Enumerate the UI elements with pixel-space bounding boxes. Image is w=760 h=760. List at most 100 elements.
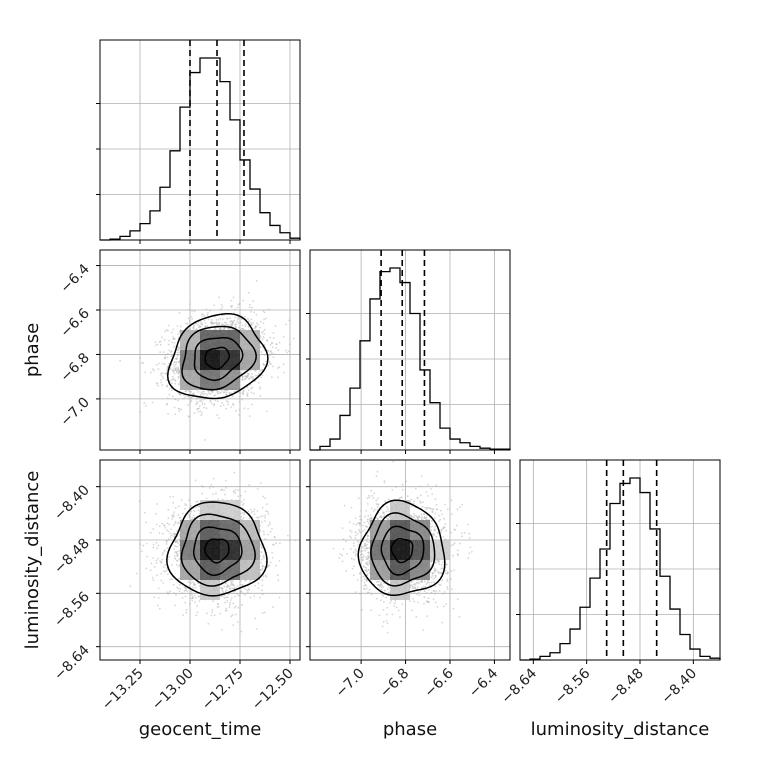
scatter-point (119, 359, 121, 362)
scatter-point (190, 510, 193, 513)
scatter-point (243, 511, 246, 514)
scatter-point (263, 311, 266, 314)
scatter-point (191, 594, 194, 597)
scatter-point (152, 369, 155, 372)
scatter-point (187, 415, 190, 418)
scatter-point (241, 584, 244, 586)
scatter-point (224, 486, 227, 489)
scatter-point (210, 483, 213, 486)
scatter-point (236, 306, 239, 309)
scatter-point (268, 521, 271, 524)
scatter-point (155, 364, 158, 366)
scatter-point (289, 539, 292, 542)
scatter-point (191, 309, 194, 312)
scatter-point (256, 488, 259, 490)
scatter-point (261, 589, 263, 592)
scatter-point (196, 611, 199, 614)
scatter-point (241, 503, 244, 506)
scatter-point (278, 542, 281, 545)
scatter-point (285, 349, 287, 352)
scatter-point (164, 372, 167, 375)
scatter-point (211, 318, 213, 321)
scatter-point (269, 561, 272, 564)
scatter-point (173, 548, 176, 550)
scatter-point (171, 515, 174, 518)
histogram-line (520, 477, 721, 661)
scatter-point (144, 371, 147, 374)
panel-frame (99, 39, 301, 241)
scatter-point (172, 584, 175, 586)
scatter-point (177, 514, 180, 517)
scatter-point (267, 524, 270, 527)
scatter-point (263, 333, 266, 335)
scatter-point (157, 384, 160, 387)
scatter-point (152, 557, 155, 560)
scatter-point (145, 542, 148, 545)
histogram-line (310, 267, 511, 451)
scatter-point (153, 566, 156, 568)
scatter-point (226, 599, 229, 602)
scatter-point (264, 520, 267, 522)
scatter-point (167, 555, 170, 558)
scatter-point (222, 328, 225, 331)
scatter-point (239, 494, 242, 497)
contour-line (204, 346, 231, 370)
scatter-point (174, 557, 177, 560)
scatter-point (230, 406, 233, 409)
scatter-point (232, 624, 235, 627)
scatter-point (227, 584, 230, 587)
scatter-point (172, 371, 175, 373)
scatter-point (187, 328, 189, 331)
scatter-point (170, 528, 172, 531)
scatter-point (260, 331, 263, 334)
scatter-point (234, 595, 236, 598)
scatter-point (262, 310, 265, 312)
scatter-point (163, 524, 166, 527)
scatter-point (236, 585, 238, 587)
scatter-point (248, 377, 251, 380)
scatter-point (157, 596, 160, 599)
scatter-point (195, 506, 198, 509)
scatter-point (249, 369, 252, 372)
scatter-point (188, 516, 191, 519)
density-cell (220, 370, 240, 390)
scatter-point (208, 487, 211, 489)
scatter-point (277, 349, 280, 351)
scatter-point (154, 341, 157, 344)
scatter-point (197, 582, 200, 585)
scatter-point (201, 411, 203, 414)
scatter-point (170, 534, 173, 536)
scatter-point (164, 356, 166, 359)
scatter-point (198, 400, 201, 403)
scatter-point (201, 485, 203, 487)
scatter-point (271, 527, 273, 530)
scatter-point (173, 592, 176, 595)
scatter-point (174, 522, 177, 525)
scatter-point (237, 489, 240, 492)
scatter-point (168, 339, 170, 342)
scatter-point (167, 353, 169, 355)
scatter-point (175, 361, 178, 364)
scatter-point (157, 587, 160, 590)
scatter-point (262, 362, 265, 365)
scatter-point (237, 495, 240, 498)
scatter-point (262, 330, 265, 333)
scatter-point (231, 324, 234, 327)
scatter-point (166, 591, 169, 594)
scatter-point (187, 395, 189, 398)
scatter-point (193, 412, 196, 415)
scatter-point (157, 544, 160, 547)
scatter-point (217, 498, 219, 500)
scatter-point (188, 514, 191, 517)
scatter-point (273, 353, 276, 356)
scatter-point (175, 594, 177, 596)
scatter-point (181, 596, 184, 599)
scatter-point (184, 601, 187, 604)
scatter-point (263, 364, 265, 367)
scatter-point (246, 591, 249, 594)
scatter-point (177, 336, 180, 339)
scatter-point (155, 523, 158, 526)
scatter-point (238, 391, 241, 394)
scatter-point (284, 323, 287, 326)
scatter-point (173, 367, 175, 369)
